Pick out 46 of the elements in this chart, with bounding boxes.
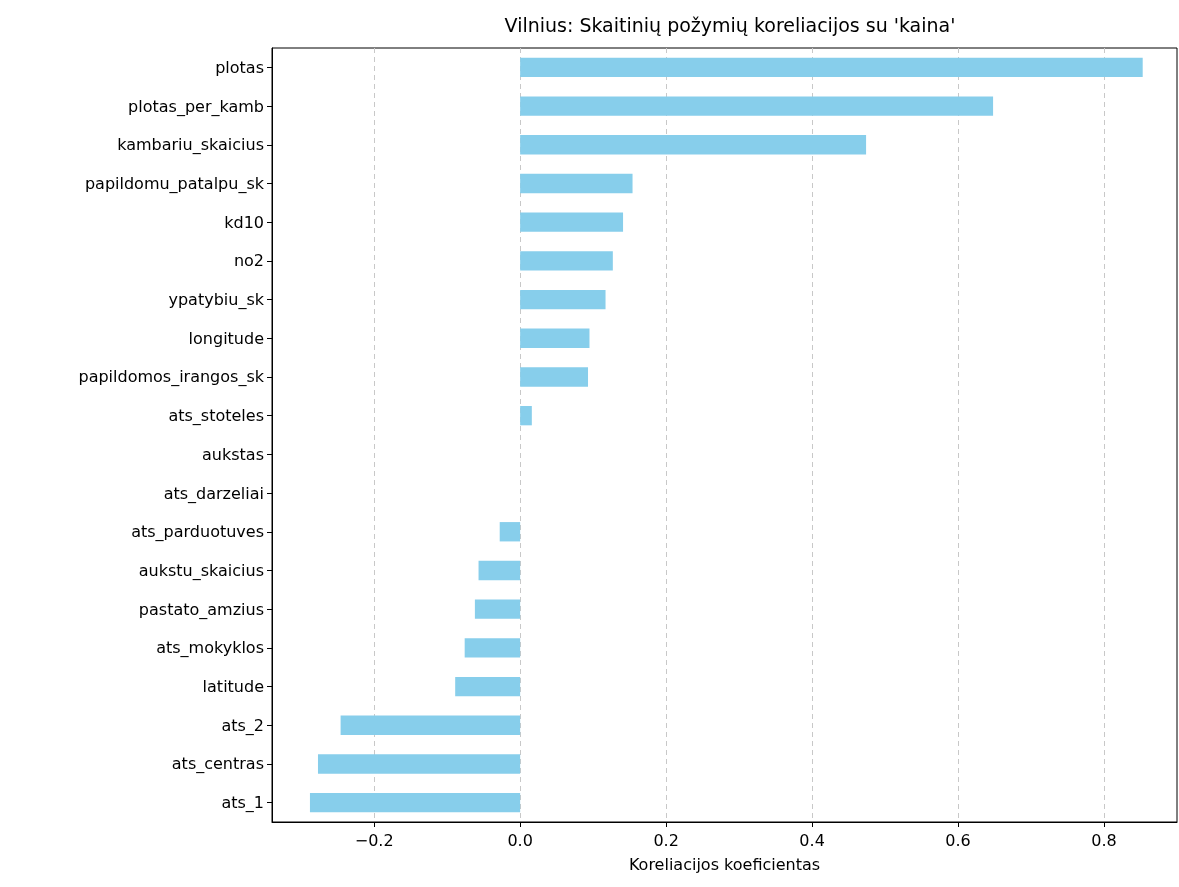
x-tick-label: 0.0 xyxy=(507,830,533,850)
y-tick-label: kd10 xyxy=(224,212,264,232)
bar xyxy=(317,754,521,774)
x-tick-label: 0.2 xyxy=(653,830,679,850)
y-tick-label: kambariu_skaicius xyxy=(117,135,264,156)
bar xyxy=(520,96,994,116)
y-tick-label: ats_centras xyxy=(171,754,264,775)
bar xyxy=(520,135,867,155)
bar xyxy=(309,792,521,813)
bar xyxy=(455,676,521,697)
bar xyxy=(520,405,532,426)
y-tick-label: ats_parduotuves xyxy=(131,522,264,543)
x-tick-label: 0.8 xyxy=(1091,830,1117,850)
y-tick-label: pastato_amzius xyxy=(138,599,264,620)
chart-title: Vilnius: Skaitinių požymių koreliacijos su 'kaina' xyxy=(504,13,956,36)
y-tick-label: ats_1 xyxy=(221,793,264,814)
x-tick-label: −0.2 xyxy=(354,830,394,850)
bar xyxy=(520,328,590,348)
y-tick-label: papildomu_patalpu_sk xyxy=(84,173,265,194)
y-tick-label: papildomos_irangos_sk xyxy=(78,367,265,388)
y-tick-label: ats_mokyklos xyxy=(156,638,264,659)
x-tick-label: 0.6 xyxy=(945,830,971,850)
y-tick-label: ats_darzeliai xyxy=(163,483,264,504)
y-tick-label: aukstu_skaicius xyxy=(138,560,264,581)
bar xyxy=(520,367,589,387)
x-tick-label: 0.4 xyxy=(799,830,825,850)
y-tick-label: plotas_per_kamb xyxy=(128,96,264,117)
bar xyxy=(520,251,613,271)
y-tick-label: latitude xyxy=(202,677,264,697)
bar xyxy=(478,560,521,581)
bar xyxy=(474,599,521,619)
y-tick-label: aukstas xyxy=(202,444,264,464)
y-tick-label: plotas xyxy=(215,57,264,77)
bar xyxy=(464,638,521,658)
bar xyxy=(499,522,521,542)
x-axis-title: Koreliacijos koeficientas xyxy=(628,854,821,874)
bar xyxy=(520,212,624,232)
bar xyxy=(340,715,521,735)
bar xyxy=(520,57,1143,78)
bar xyxy=(520,289,606,310)
y-tick-label: ats_2 xyxy=(221,715,264,736)
y-tick-label: longitude xyxy=(188,328,264,348)
y-tick-label: ypatybiu_sk xyxy=(168,290,265,311)
bar xyxy=(520,173,633,194)
y-tick-label: no2 xyxy=(233,251,264,271)
y-tick-label: ats_stoteles xyxy=(168,406,264,427)
